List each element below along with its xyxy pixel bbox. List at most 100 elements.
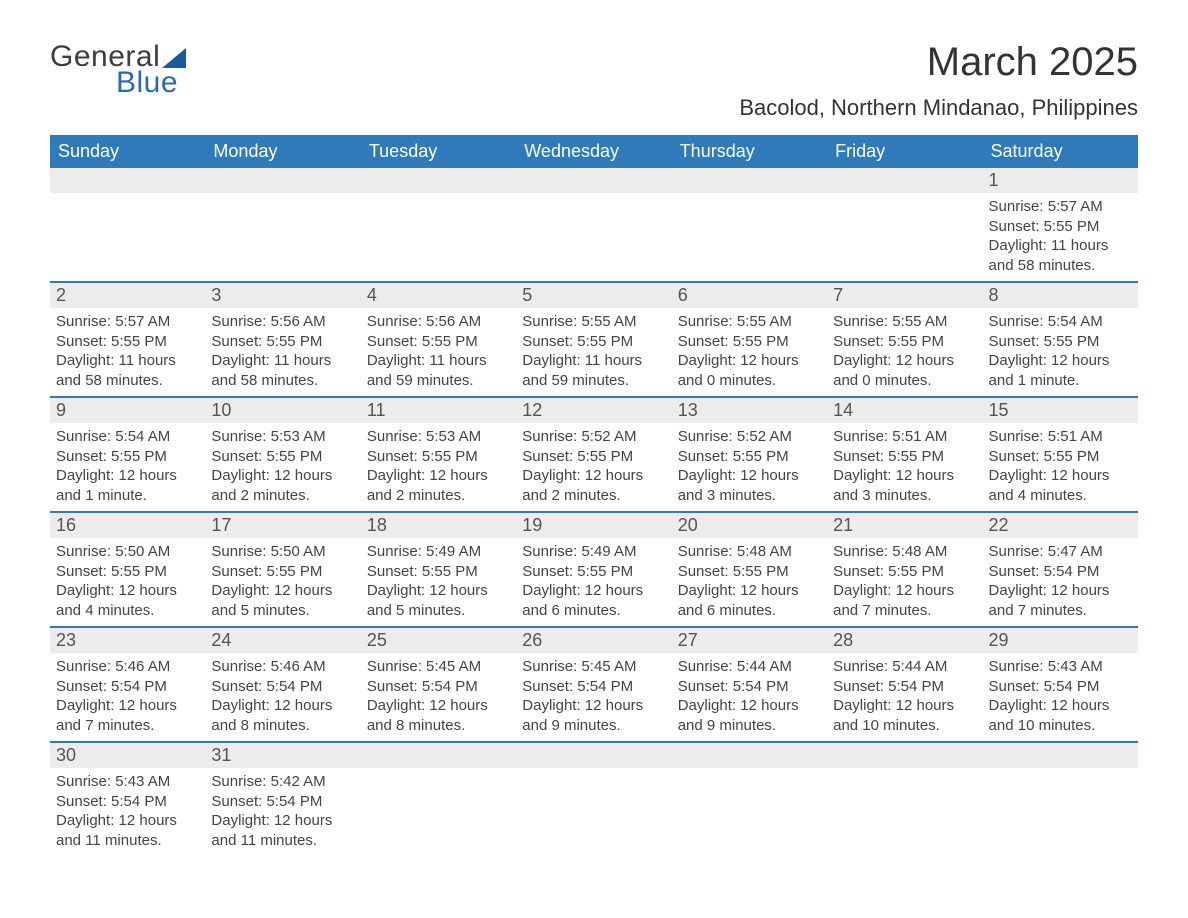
sunset-line: Sunset: 5:55 PM <box>989 332 1132 352</box>
day-info-cell: Sunrise: 5:50 AMSunset: 5:55 PMDaylight:… <box>50 538 205 627</box>
sunset-line: Sunset: 5:55 PM <box>833 447 976 467</box>
sunrise-line: Sunrise: 5:51 AM <box>989 427 1132 447</box>
daylight-line: Daylight: 12 hours and 10 minutes. <box>989 696 1132 735</box>
day-number-cell: 7 <box>827 282 982 308</box>
sunrise-line: Sunrise: 5:49 AM <box>367 542 510 562</box>
sunset-line: Sunset: 5:55 PM <box>211 562 354 582</box>
day-info-cell: Sunrise: 5:54 AMSunset: 5:55 PMDaylight:… <box>983 308 1138 397</box>
daylight-line: Daylight: 12 hours and 1 minute. <box>56 466 199 505</box>
day-info-cell: Sunrise: 5:56 AMSunset: 5:55 PMDaylight:… <box>361 308 516 397</box>
day-number-cell: 16 <box>50 512 205 538</box>
day-info-cell: Sunrise: 5:56 AMSunset: 5:55 PMDaylight:… <box>205 308 360 397</box>
day-info-cell <box>361 768 516 856</box>
sunrise-line: Sunrise: 5:55 AM <box>833 312 976 332</box>
day-number-cell: 9 <box>50 397 205 423</box>
col-friday: Friday <box>827 135 982 168</box>
sunrise-line: Sunrise: 5:50 AM <box>56 542 199 562</box>
day-info-cell <box>205 193 360 282</box>
day-number-cell: 13 <box>672 397 827 423</box>
day-number-cell: 28 <box>827 627 982 653</box>
day-number-cell: 25 <box>361 627 516 653</box>
col-monday: Monday <box>205 135 360 168</box>
day-info-cell: Sunrise: 5:42 AMSunset: 5:54 PMDaylight:… <box>205 768 360 856</box>
daylight-line: Daylight: 12 hours and 2 minutes. <box>367 466 510 505</box>
day-number-cell: 17 <box>205 512 360 538</box>
daylight-line: Daylight: 12 hours and 6 minutes. <box>522 581 665 620</box>
sunset-line: Sunset: 5:54 PM <box>56 677 199 697</box>
day-number-cell: 21 <box>827 512 982 538</box>
sunset-line: Sunset: 5:55 PM <box>989 447 1132 467</box>
sunset-line: Sunset: 5:54 PM <box>522 677 665 697</box>
day-info-cell: Sunrise: 5:57 AMSunset: 5:55 PMDaylight:… <box>983 193 1138 282</box>
day-number-cell: 8 <box>983 282 1138 308</box>
sunset-line: Sunset: 5:55 PM <box>56 562 199 582</box>
daylight-line: Daylight: 12 hours and 2 minutes. <box>211 466 354 505</box>
day-number-cell: 31 <box>205 742 360 768</box>
day-number-cell: 27 <box>672 627 827 653</box>
day-info-cell: Sunrise: 5:49 AMSunset: 5:55 PMDaylight:… <box>361 538 516 627</box>
daylight-line: Daylight: 12 hours and 0 minutes. <box>678 351 821 390</box>
daynum-row: 3031 <box>50 742 1138 768</box>
weekday-header-row: Sunday Monday Tuesday Wednesday Thursday… <box>50 135 1138 168</box>
sunset-line: Sunset: 5:55 PM <box>833 562 976 582</box>
logo-text-blue: Blue <box>116 66 178 100</box>
day-number-cell <box>672 742 827 768</box>
day-number-cell <box>827 742 982 768</box>
daylight-line: Daylight: 12 hours and 11 minutes. <box>56 811 199 850</box>
day-info-cell <box>50 193 205 282</box>
col-sunday: Sunday <box>50 135 205 168</box>
header: General Blue March 2025 Bacolod, Norther… <box>50 40 1138 121</box>
day-number-cell: 18 <box>361 512 516 538</box>
day-info-cell: Sunrise: 5:45 AMSunset: 5:54 PMDaylight:… <box>516 653 671 742</box>
day-info-cell: Sunrise: 5:45 AMSunset: 5:54 PMDaylight:… <box>361 653 516 742</box>
day-number-cell: 14 <box>827 397 982 423</box>
daylight-line: Daylight: 11 hours and 59 minutes. <box>522 351 665 390</box>
day-info-cell: Sunrise: 5:52 AMSunset: 5:55 PMDaylight:… <box>672 423 827 512</box>
daylight-line: Daylight: 11 hours and 59 minutes. <box>367 351 510 390</box>
daylight-line: Daylight: 11 hours and 58 minutes. <box>56 351 199 390</box>
sunrise-line: Sunrise: 5:52 AM <box>522 427 665 447</box>
sunrise-line: Sunrise: 5:56 AM <box>211 312 354 332</box>
day-info-cell <box>672 768 827 856</box>
info-row: Sunrise: 5:54 AMSunset: 5:55 PMDaylight:… <box>50 423 1138 512</box>
day-info-cell: Sunrise: 5:55 AMSunset: 5:55 PMDaylight:… <box>827 308 982 397</box>
day-number-cell: 12 <box>516 397 671 423</box>
sunrise-line: Sunrise: 5:57 AM <box>989 197 1132 217</box>
sunset-line: Sunset: 5:55 PM <box>56 332 199 352</box>
day-info-cell: Sunrise: 5:44 AMSunset: 5:54 PMDaylight:… <box>827 653 982 742</box>
daylight-line: Daylight: 12 hours and 11 minutes. <box>211 811 354 850</box>
day-info-cell: Sunrise: 5:47 AMSunset: 5:54 PMDaylight:… <box>983 538 1138 627</box>
daylight-line: Daylight: 12 hours and 6 minutes. <box>678 581 821 620</box>
sunrise-line: Sunrise: 5:55 AM <box>678 312 821 332</box>
info-row: Sunrise: 5:57 AMSunset: 5:55 PMDaylight:… <box>50 308 1138 397</box>
sunset-line: Sunset: 5:54 PM <box>989 677 1132 697</box>
day-info-cell <box>827 193 982 282</box>
sunset-line: Sunset: 5:55 PM <box>211 332 354 352</box>
day-number-cell: 30 <box>50 742 205 768</box>
info-row: Sunrise: 5:57 AMSunset: 5:55 PMDaylight:… <box>50 193 1138 282</box>
day-number-cell: 19 <box>516 512 671 538</box>
location-subtitle: Bacolod, Northern Mindanao, Philippines <box>739 95 1138 121</box>
daylight-line: Daylight: 12 hours and 1 minute. <box>989 351 1132 390</box>
sunset-line: Sunset: 5:55 PM <box>678 332 821 352</box>
sunrise-line: Sunrise: 5:46 AM <box>56 657 199 677</box>
sunrise-line: Sunrise: 5:56 AM <box>367 312 510 332</box>
day-number-cell <box>50 168 205 193</box>
sunset-line: Sunset: 5:54 PM <box>989 562 1132 582</box>
calendar-table: Sunday Monday Tuesday Wednesday Thursday… <box>50 135 1138 856</box>
day-number-cell: 6 <box>672 282 827 308</box>
sunset-line: Sunset: 5:55 PM <box>367 332 510 352</box>
sunrise-line: Sunrise: 5:45 AM <box>367 657 510 677</box>
day-info-cell: Sunrise: 5:54 AMSunset: 5:55 PMDaylight:… <box>50 423 205 512</box>
day-info-cell <box>516 768 671 856</box>
sunset-line: Sunset: 5:55 PM <box>522 332 665 352</box>
day-number-cell: 10 <box>205 397 360 423</box>
sunrise-line: Sunrise: 5:48 AM <box>678 542 821 562</box>
daylight-line: Daylight: 12 hours and 9 minutes. <box>522 696 665 735</box>
day-number-cell <box>672 168 827 193</box>
sunset-line: Sunset: 5:55 PM <box>367 447 510 467</box>
daylight-line: Daylight: 12 hours and 3 minutes. <box>833 466 976 505</box>
day-info-cell <box>361 193 516 282</box>
sunrise-line: Sunrise: 5:47 AM <box>989 542 1132 562</box>
day-info-cell: Sunrise: 5:43 AMSunset: 5:54 PMDaylight:… <box>50 768 205 856</box>
